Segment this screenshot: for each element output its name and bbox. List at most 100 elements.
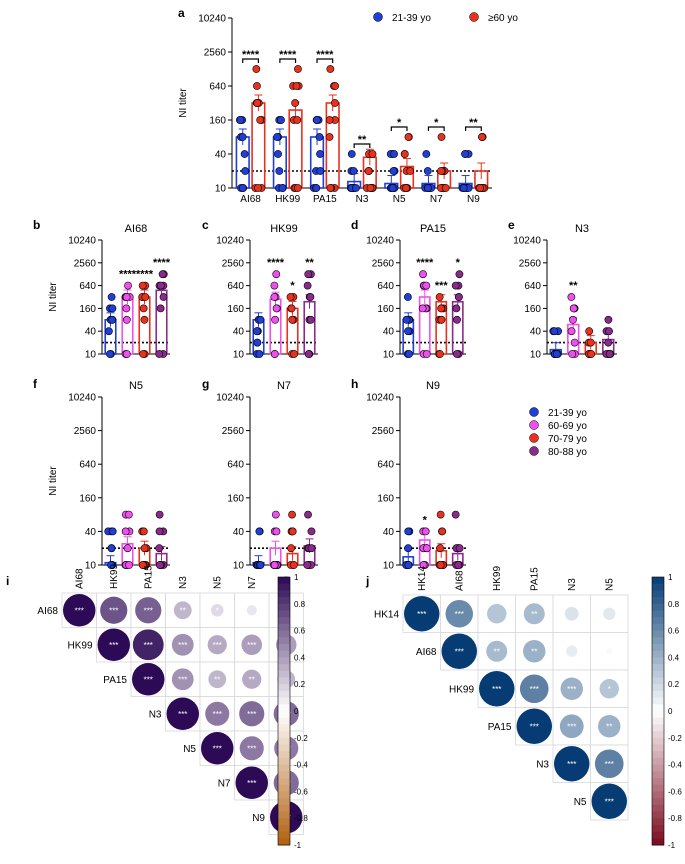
colorbar-segment-i xyxy=(278,717,290,725)
data-point-b xyxy=(122,315,131,324)
y-tick-label-g: 2560 xyxy=(222,426,245,437)
y-tick-label-a: 160 xyxy=(209,116,226,127)
correlation-significance-j: *** xyxy=(455,647,464,656)
correlation-circle-j xyxy=(566,645,578,657)
significance-label-a: **** xyxy=(316,49,334,61)
data-point-a xyxy=(349,167,358,175)
bar-a-≥60 yo xyxy=(325,102,340,189)
colorbar-segment-i xyxy=(278,704,290,712)
data-point-a xyxy=(331,82,340,90)
data-point-f xyxy=(139,527,148,536)
panel-label-e: e xyxy=(508,218,515,232)
significance-label-h: * xyxy=(423,514,428,526)
data-point-a xyxy=(351,184,360,192)
panel-label-i: i xyxy=(6,574,9,588)
correlation-circle-i xyxy=(171,633,194,656)
data-point-f xyxy=(108,527,117,536)
colorbar-segment-i xyxy=(278,751,290,759)
data-point-e xyxy=(552,350,561,358)
data-point-g xyxy=(307,544,316,553)
data-point-a xyxy=(278,184,287,192)
correlation-circle-i xyxy=(207,635,227,655)
legend-age-2-marker xyxy=(529,433,539,443)
data-point-a xyxy=(312,116,321,124)
correlation-significance-j: *** xyxy=(605,760,614,769)
data-point-f xyxy=(123,544,132,553)
data-point-h xyxy=(421,527,430,536)
colorbar-tick-label-i: -1 xyxy=(294,841,302,850)
bar-c-80-88 yo xyxy=(303,300,316,355)
colorbar-segment-j xyxy=(652,831,664,839)
correlation-circle-j xyxy=(594,749,624,779)
data-point-c xyxy=(270,350,279,358)
colorbar-tick-label-i: -0.2 xyxy=(294,734,308,743)
data-point-a xyxy=(316,167,325,175)
correlation-significance-j: *** xyxy=(492,685,501,694)
data-point-e xyxy=(585,327,594,336)
correlation-circle-j xyxy=(479,671,515,707)
colorbar-segment-i xyxy=(278,804,290,812)
data-point-b xyxy=(122,350,131,358)
colorbar-segment-j xyxy=(652,677,664,685)
column-label-j: PA15 xyxy=(529,567,540,591)
colorbar-segment-i xyxy=(278,644,290,652)
row-label-j: PA15 xyxy=(488,722,512,733)
colorbar-tick-label-j: -0.6 xyxy=(668,787,682,796)
data-point-c xyxy=(286,293,295,301)
data-point-h xyxy=(438,527,447,536)
colorbar-segment-i xyxy=(278,577,290,585)
y-tick-label-f: 160 xyxy=(79,493,96,504)
correlation-significance-i: ** xyxy=(249,675,255,684)
data-point-c xyxy=(303,281,312,290)
y-tick-label-e: 10240 xyxy=(513,236,541,247)
colorbar-segment-j xyxy=(652,684,664,692)
correlation-circle-j xyxy=(560,677,583,700)
colorbar-segment-j xyxy=(652,778,664,786)
colorbar-segment-i xyxy=(278,838,290,846)
chart-title-c: HK99 xyxy=(270,223,298,235)
data-point-f xyxy=(107,561,116,569)
data-point-b xyxy=(155,350,164,358)
data-point-c xyxy=(272,304,281,313)
chart-title-d: PA15 xyxy=(420,223,446,235)
data-point-d xyxy=(422,350,431,358)
colorbar-segment-i xyxy=(278,784,290,792)
correlation-circle-i xyxy=(135,597,162,624)
correlation-significance-j: *** xyxy=(455,610,464,619)
y-tick-label-h: 40 xyxy=(383,527,395,538)
data-point-e xyxy=(586,338,595,347)
significance-bracket-a xyxy=(390,126,408,131)
colorbar-segment-i xyxy=(278,590,290,598)
correlation-significance-j: *** xyxy=(417,610,426,619)
colorbar-segment-i xyxy=(278,630,290,638)
y-tick-label-e: 40 xyxy=(530,327,542,338)
data-point-g xyxy=(256,561,265,569)
data-point-c xyxy=(271,315,280,324)
data-point-g xyxy=(304,510,312,519)
significance-bracket-a xyxy=(316,58,334,63)
colorbar-segment-j xyxy=(652,717,664,725)
correlation-significance-i: *** xyxy=(247,779,256,788)
correlation-circle-i xyxy=(100,596,128,624)
colorbar-segment-j xyxy=(652,690,664,699)
data-point-a xyxy=(390,150,398,158)
column-label-j: N3 xyxy=(567,578,578,591)
heatmap-cell-i xyxy=(199,592,235,628)
y-tick-label-d: 10 xyxy=(383,350,395,361)
significance-label-a: **** xyxy=(242,49,260,61)
column-label-i: PA15 xyxy=(143,565,154,589)
colorbar-segment-i xyxy=(278,684,290,692)
colorbar-segment-i xyxy=(278,824,290,833)
colorbar-segment-i xyxy=(278,670,290,678)
data-point-e xyxy=(604,315,613,324)
correlation-significance-j: *** xyxy=(605,797,614,806)
data-point-f xyxy=(138,561,147,569)
colorbar-tick-label-i: 0.6 xyxy=(294,627,306,636)
row-label-j: N3 xyxy=(536,759,549,770)
colorbar-tick-label-i: 0.4 xyxy=(294,653,306,662)
y-tick-label-f: 10 xyxy=(85,561,97,572)
column-label-j: HK99 xyxy=(492,566,503,591)
data-point-f xyxy=(155,527,164,536)
data-point-a xyxy=(252,65,261,73)
